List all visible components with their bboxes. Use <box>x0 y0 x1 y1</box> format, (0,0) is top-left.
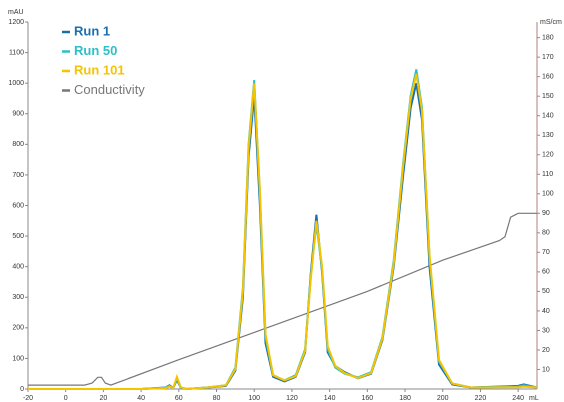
y2-tick-label: 100 <box>542 191 554 198</box>
y2-tick-label: 60 <box>542 269 550 276</box>
x-tick-label: 40 <box>137 395 145 402</box>
y-tick-label: 400 <box>12 264 24 271</box>
x-tick-label: 200 <box>437 395 449 402</box>
x-tick-label: 160 <box>361 395 373 402</box>
y2-tick-label: 160 <box>542 74 554 81</box>
x-tick-label: 80 <box>213 395 221 402</box>
y2-tick-label: 140 <box>542 113 554 120</box>
y2-tick-label: 170 <box>542 54 554 61</box>
x-tick-label: 180 <box>399 395 411 402</box>
y2-tick-label: 110 <box>542 171 553 178</box>
series-line <box>28 73 538 391</box>
legend-label: Conductivity <box>74 82 145 97</box>
y-tick-label: 1000 <box>8 80 24 87</box>
x-tick-label: 240 <box>512 395 524 402</box>
x-tick-label: 120 <box>286 395 298 402</box>
y-tick-label: 100 <box>12 355 24 362</box>
y-tick-label: 1200 <box>8 19 24 26</box>
y-tick-label: 200 <box>12 325 24 332</box>
series-line <box>28 69 538 391</box>
y2-axis-label: mS/cm <box>540 19 562 26</box>
y2-tick-label: 90 <box>542 210 550 217</box>
y2-tick-label: 130 <box>542 132 554 139</box>
x-tick-label: 60 <box>175 395 183 402</box>
x-axis-label: mL <box>529 395 539 402</box>
x-tick-label: -20 <box>23 395 33 402</box>
legend-label: Run 101 <box>74 62 125 77</box>
legend-label: Run 50 <box>74 43 117 58</box>
x-tick-label: 220 <box>475 395 487 402</box>
y2-tick-label: 50 <box>542 288 550 295</box>
y-tick-label: 300 <box>12 294 24 301</box>
y-tick-label: 600 <box>12 202 24 209</box>
y2-tick-label: 40 <box>542 308 550 315</box>
y2-tick-label: 80 <box>542 230 550 237</box>
y-axis-label: mAU <box>8 9 24 16</box>
y2-tick-label: 70 <box>542 249 550 256</box>
legend-label: Run 1 <box>74 23 110 38</box>
series-line <box>28 212 537 386</box>
y2-tick-label: 20 <box>542 347 550 354</box>
y2-tick-label: 30 <box>542 327 550 334</box>
y2-tick-label: 180 <box>542 34 554 41</box>
y2-tick-label: 120 <box>542 152 554 159</box>
y-tick-label: 700 <box>12 172 24 179</box>
x-tick-label: 140 <box>324 395 336 402</box>
y-tick-label: 900 <box>12 111 24 118</box>
y-tick-label: 0 <box>20 386 24 393</box>
x-tick-label: 100 <box>248 395 260 402</box>
x-tick-label: 0 <box>64 395 68 402</box>
y-tick-label: 1100 <box>9 49 24 56</box>
y2-tick-label: 150 <box>542 93 554 100</box>
x-tick-label: 20 <box>100 395 108 402</box>
series-line <box>28 82 538 391</box>
y-tick-label: 500 <box>12 233 24 240</box>
y2-tick-label: 10 <box>542 366 550 373</box>
y-tick-label: 800 <box>12 141 24 148</box>
